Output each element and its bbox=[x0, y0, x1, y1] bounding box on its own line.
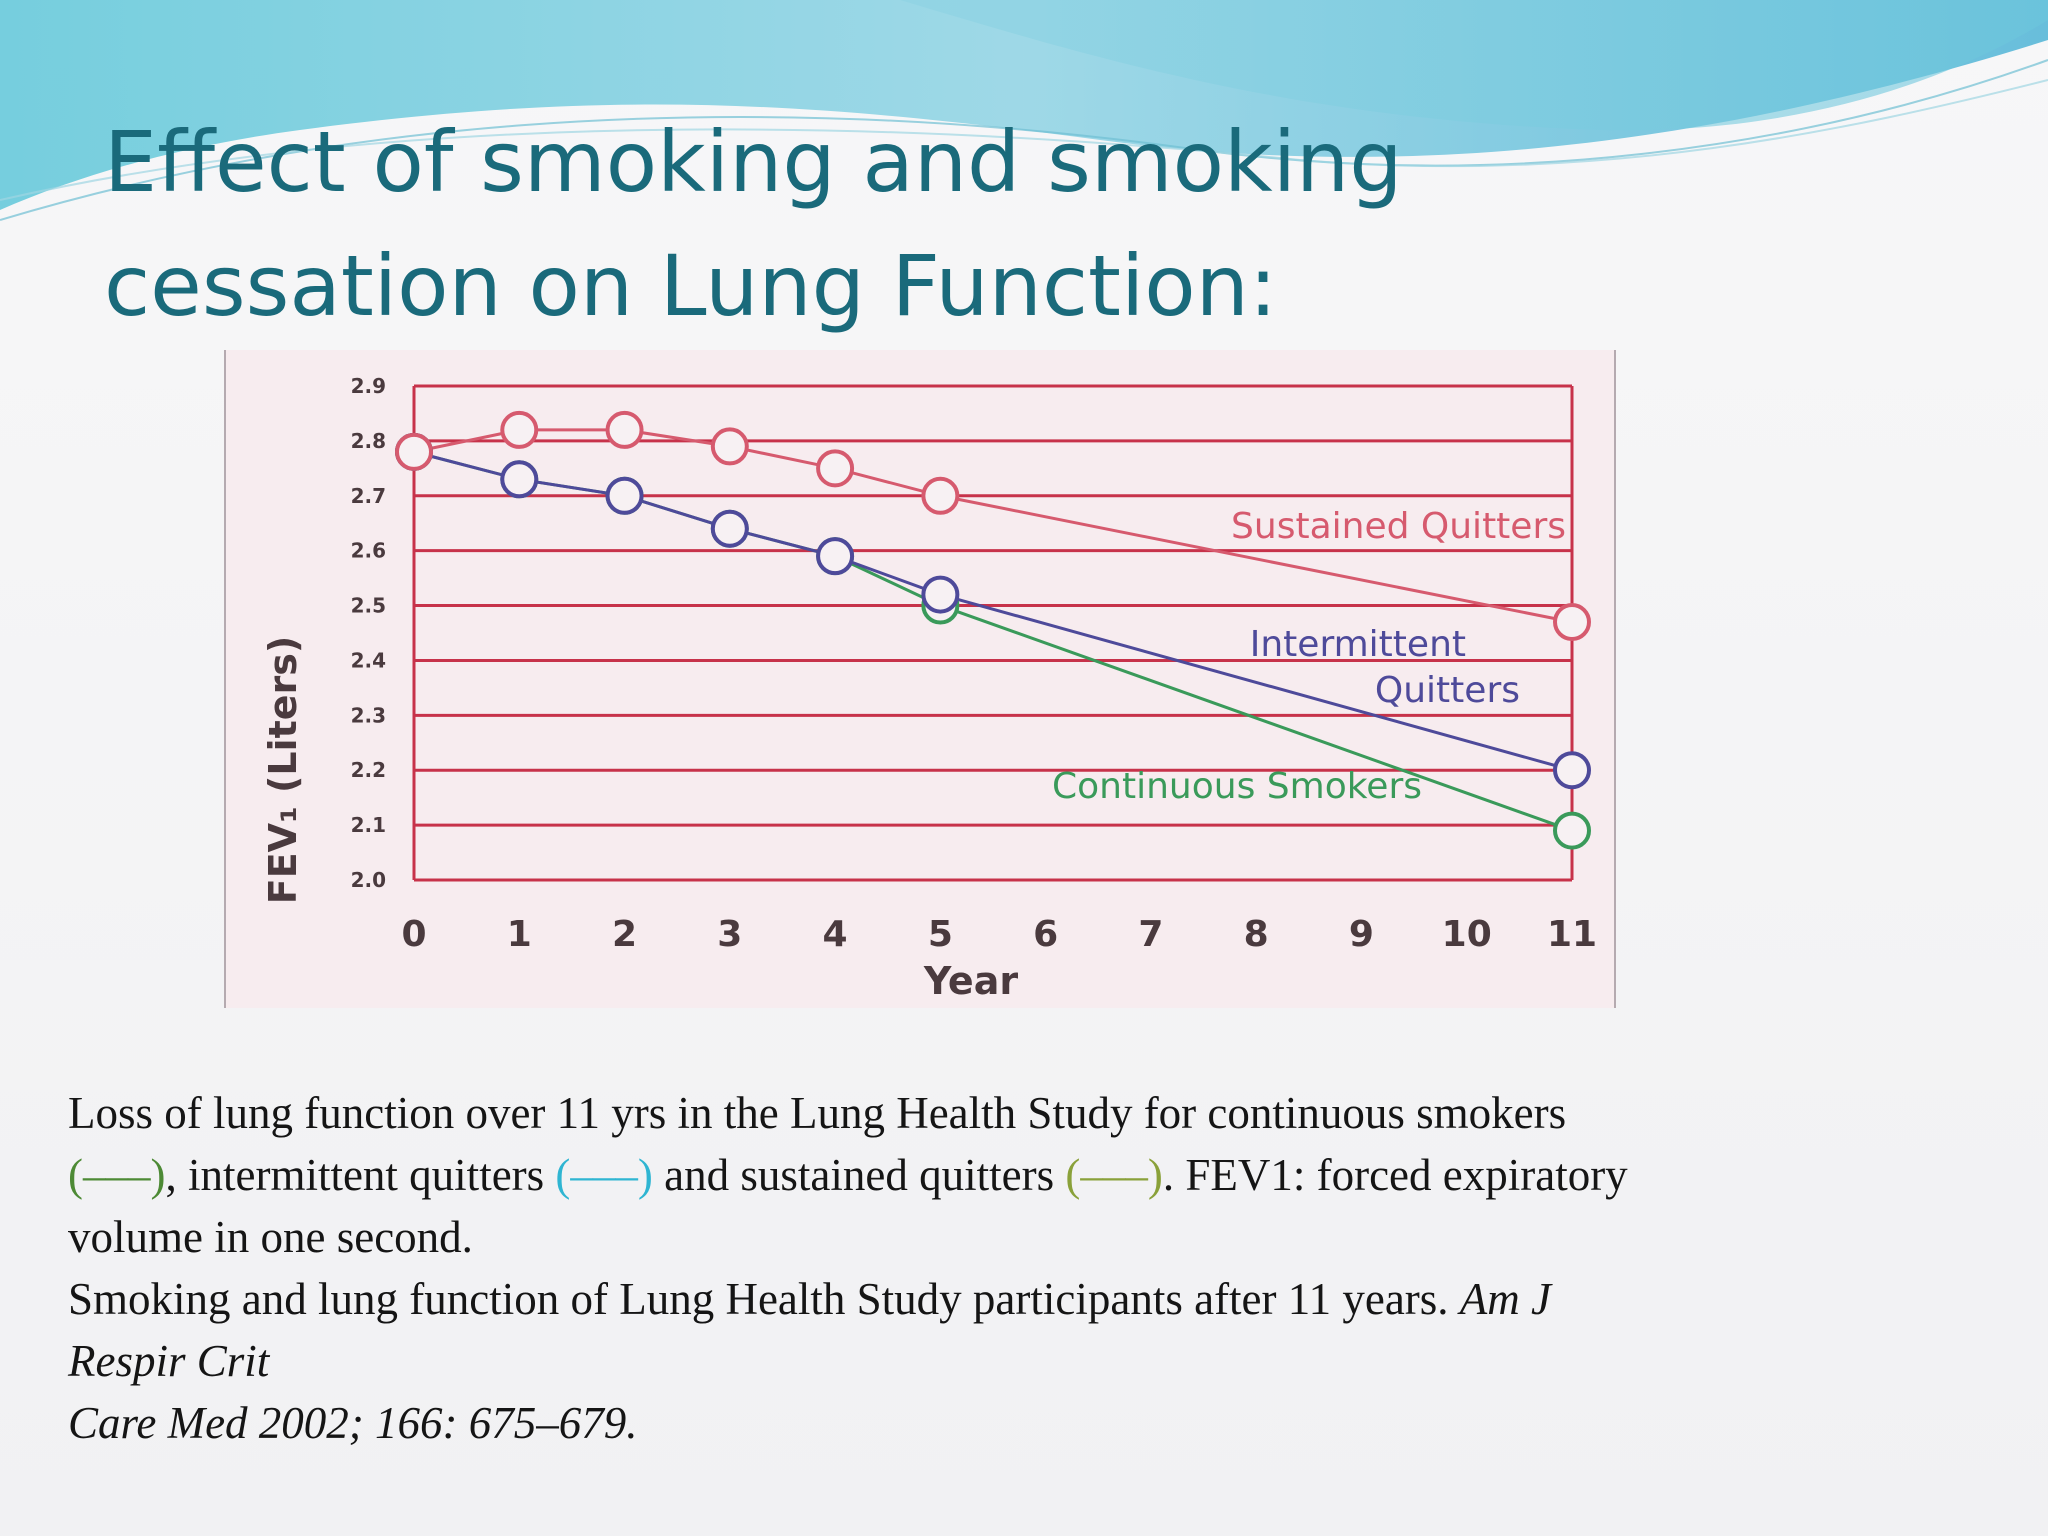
x-tick-labels: 0 1 2 3 4 5 6 7 8 9 10 11 bbox=[401, 914, 1597, 955]
y-tick-label: 2.2 bbox=[351, 758, 386, 782]
series-labels: Sustained Quitters Intermittent Quitters Co… bbox=[1052, 506, 1566, 807]
y-tick-labels: 2.0 2.1 2.2 2.3 2.4 2.5 2.6 2.7 2.8 2.9 bbox=[351, 374, 386, 892]
y-tick-label: 2.5 bbox=[351, 594, 386, 618]
citation-journal-b: Respir Crit bbox=[68, 1336, 270, 1386]
data-point bbox=[500, 460, 539, 499]
series-line bbox=[413, 450, 1573, 772]
legend-dash-green: (–––) bbox=[68, 1150, 166, 1200]
x-axis-label: Year bbox=[923, 959, 1018, 1003]
x-tick-label: 3 bbox=[717, 914, 742, 955]
data-point bbox=[395, 432, 433, 471]
figure-caption: Loss of lung function over 11 yrs in the… bbox=[68, 1082, 2008, 1454]
caption-line-3: volume in one second. bbox=[68, 1212, 473, 1262]
y-tick-label: 2.9 bbox=[351, 374, 386, 398]
x-tick-label: 0 bbox=[401, 914, 426, 955]
data-point bbox=[921, 575, 960, 614]
x-tick-label: 1 bbox=[507, 914, 532, 955]
citation-journal-a: Am J bbox=[1459, 1274, 1552, 1324]
x-tick-label: 10 bbox=[1442, 914, 1492, 955]
slide-title: Effect of smoking and smoking cessation … bbox=[104, 100, 1524, 348]
data-point bbox=[605, 476, 644, 515]
data-point bbox=[500, 410, 539, 449]
data-point bbox=[710, 509, 749, 548]
y-tick-label: 2.8 bbox=[351, 429, 386, 453]
title-line-1: Effect of smoking and smoking bbox=[104, 113, 1403, 211]
x-tick-label: 11 bbox=[1547, 914, 1597, 955]
chart-panel: 2.0 2.1 2.2 2.3 2.4 2.5 2.6 2.7 2.8 2.9 0 1 2 3 4 5 6 7 8… bbox=[224, 350, 1616, 1008]
series-label: Intermittent bbox=[1250, 624, 1466, 665]
x-tick-label: 4 bbox=[823, 914, 848, 955]
y-tick-label: 2.1 bbox=[351, 813, 386, 837]
citation-line-1: Smoking and lung function of Lung Health… bbox=[68, 1268, 2008, 1330]
x-tick-label: 8 bbox=[1244, 914, 1269, 955]
x-tick-label: 7 bbox=[1138, 914, 1163, 955]
wave-decoration bbox=[0, 0, 2048, 221]
x-tick-label: 2 bbox=[612, 914, 637, 955]
data-point bbox=[710, 427, 749, 466]
y-tick-label: 2.3 bbox=[351, 703, 386, 727]
caption-mid-1: , intermittent quitters bbox=[165, 1150, 556, 1200]
x-tick-label: 9 bbox=[1349, 914, 1374, 955]
y-tick-label: 2.7 bbox=[351, 484, 386, 508]
x-tick-label: 5 bbox=[928, 914, 953, 955]
series-label: Sustained Quitters bbox=[1231, 506, 1566, 547]
y-tick-label: 2.0 bbox=[351, 868, 386, 892]
citation-line-3: Care Med 2002; 166: 675–679. bbox=[68, 1392, 2008, 1454]
data-point bbox=[1553, 603, 1591, 642]
citation-title: Smoking and lung function of Lung Health… bbox=[68, 1274, 1460, 1324]
legend-dash-olive: (–––) bbox=[1065, 1150, 1163, 1200]
data-point bbox=[816, 449, 855, 488]
y-tick-label: 2.4 bbox=[351, 648, 386, 672]
caption-end-2: . FEV1: forced expiratory bbox=[1162, 1150, 1628, 1200]
data-point bbox=[921, 476, 960, 515]
fev1-line-chart: 2.0 2.1 2.2 2.3 2.4 2.5 2.6 2.7 2.8 2.9 0 1 2 3 4 5 6 7 8… bbox=[261, 374, 1597, 1003]
citation-journal-c: Care Med 2002; 166: 675–679. bbox=[68, 1398, 638, 1448]
y-tick-label: 2.6 bbox=[351, 539, 386, 563]
y-axis-label: FEV₁ (Liters) bbox=[261, 636, 305, 904]
x-tick-label: 6 bbox=[1033, 914, 1058, 955]
data-point bbox=[816, 537, 855, 576]
series-label: Quitters bbox=[1375, 670, 1520, 711]
data-point bbox=[1553, 751, 1591, 790]
caption-line-1: Loss of lung function over 11 yrs in the… bbox=[68, 1088, 1567, 1138]
data-point bbox=[1553, 811, 1591, 850]
data-point bbox=[605, 410, 644, 449]
citation-line-2: Respir Crit bbox=[68, 1330, 2008, 1392]
caption-line-2: (–––), intermittent quitters (–––) and s… bbox=[68, 1144, 2008, 1206]
series-label: Continuous Smokers bbox=[1052, 766, 1422, 807]
legend-dash-cyan: (–––) bbox=[555, 1150, 653, 1200]
title-line-2: cessation on Lung Function: bbox=[104, 237, 1278, 335]
series-layer bbox=[395, 410, 1591, 850]
caption-mid-2: and sustained quitters bbox=[652, 1150, 1066, 1200]
